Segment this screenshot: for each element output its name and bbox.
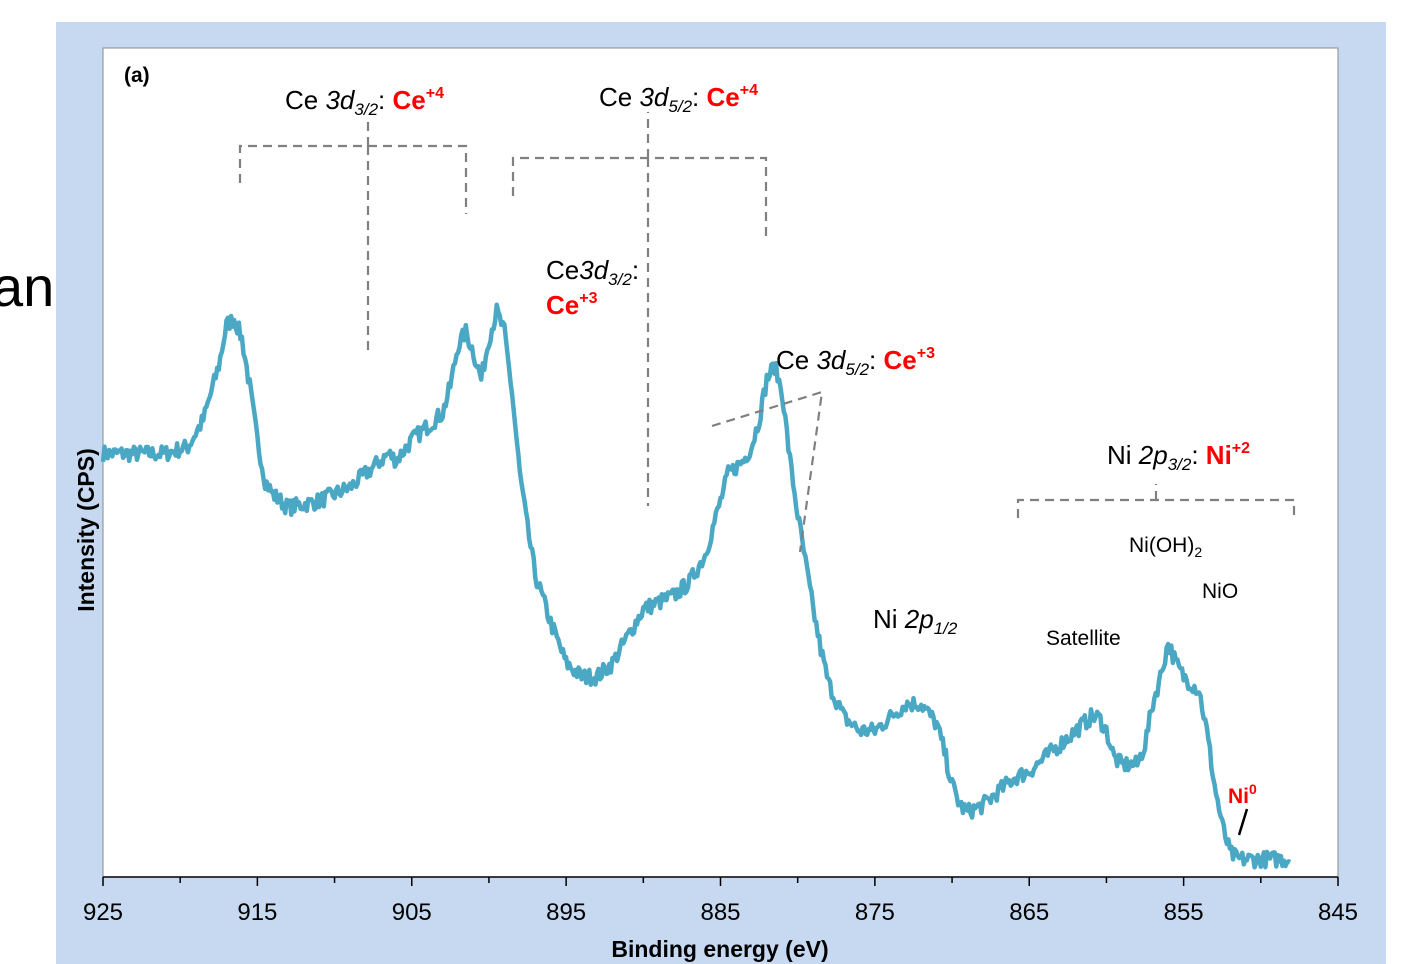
bracket-ce3d52-ce3	[711, 390, 824, 553]
x-axis-title: Binding energy (eV)	[611, 936, 828, 962]
annotation-ni0: Ni0	[1228, 781, 1257, 808]
x-tick-label: 915	[237, 899, 277, 926]
annotation-ni2p32: Ni 2p3/2: Ni+2	[1107, 440, 1250, 474]
x-tick-label: 845	[1318, 899, 1358, 926]
x-tick-label: 905	[392, 899, 432, 926]
x-axis-ticks	[102, 877, 1339, 886]
bracket-ce3d52-ce4	[511, 112, 768, 506]
annotation-ce3d52-ce3: Ce 3d5/2: Ce+3	[776, 345, 935, 379]
annotation-satellite: Satellite	[1046, 627, 1121, 650]
x-tick-label: 885	[700, 899, 740, 926]
pointer-ni0	[1237, 808, 1249, 836]
background-slide-text: an	[0, 255, 54, 318]
panel-label: (a)	[124, 64, 150, 87]
plot-area	[102, 47, 1339, 878]
annotation-ce3d32-ce3-state: Ce+3	[546, 290, 598, 320]
x-tick-label: 925	[83, 899, 123, 926]
series-spectrum-line	[100, 302, 1292, 870]
annotation-nio: NiO	[1202, 580, 1238, 603]
annotation-ni2p12: Ni 2p1/2	[873, 604, 958, 638]
annotation-ce3d32-ce4: Ce 3d3/2: Ce+4	[285, 85, 444, 119]
bracket-ce3d32-ce4	[238, 118, 468, 356]
x-tick-label: 895	[546, 899, 586, 926]
x-axis-tick-labels: 925 915 905 895 885 875 865 855 845	[83, 899, 1358, 926]
annotation-nioh2: Ni(OH)2	[1129, 534, 1202, 560]
annotation-ce3d52-ce4: Ce 3d5/2: Ce+4	[599, 82, 758, 116]
annotation-ce3d32-ce3: Ce3d3/2:	[546, 255, 639, 289]
x-tick-label: 875	[855, 899, 895, 926]
y-axis-title: Intensity (CPS)	[73, 448, 99, 612]
x-tick-label: 855	[1164, 899, 1204, 926]
bracket-ni2p32	[1016, 484, 1296, 518]
x-tick-label: 865	[1009, 899, 1049, 926]
